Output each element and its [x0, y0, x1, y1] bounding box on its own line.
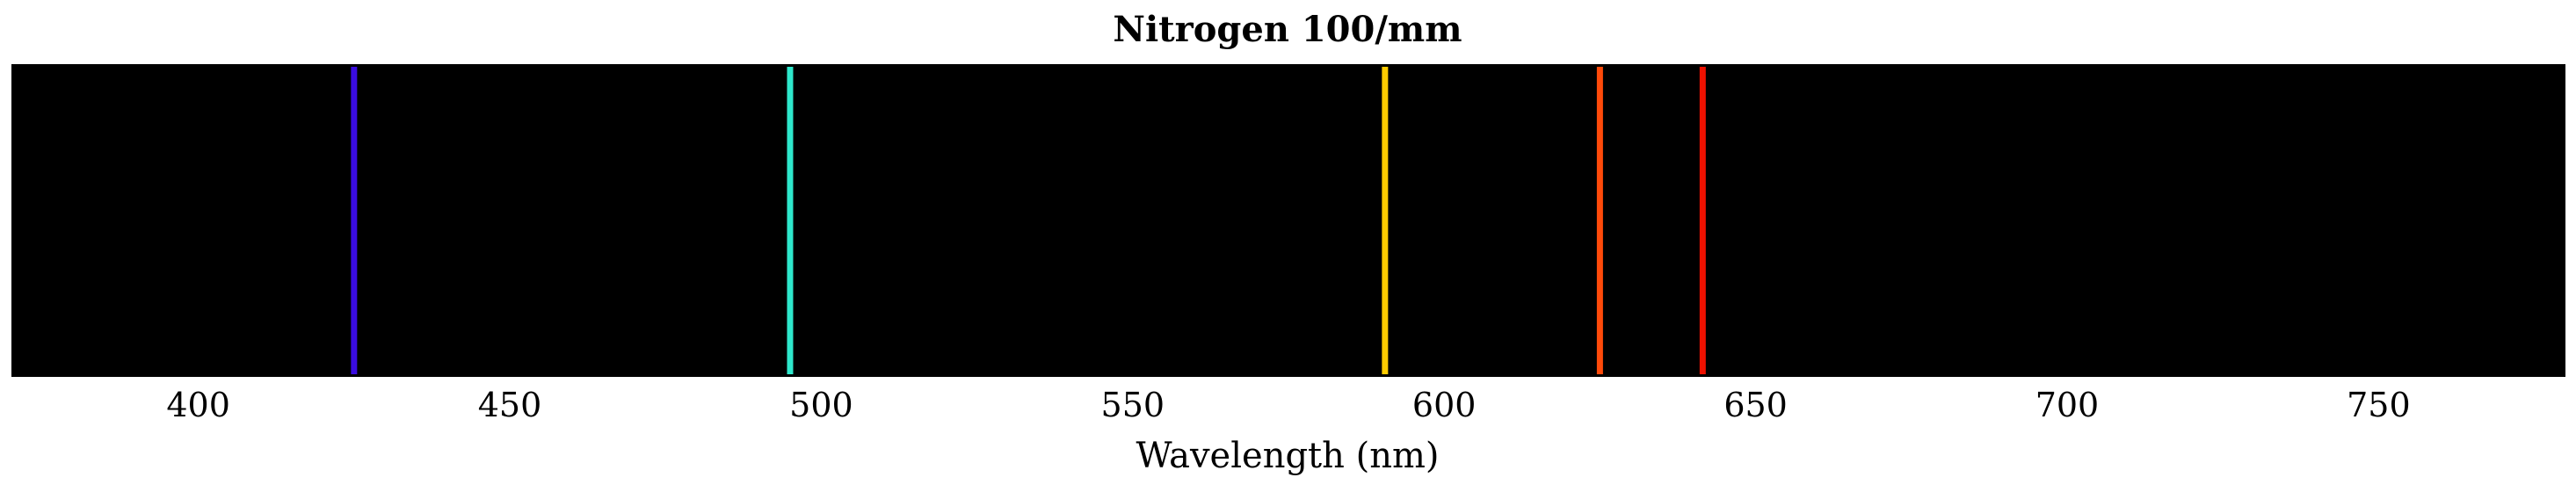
- x-axis-label: Wavelength (nm): [1136, 436, 1439, 476]
- x-tick-label: 400: [166, 386, 230, 424]
- x-tick-label: 600: [1412, 386, 1477, 424]
- chart-title: Nitrogen 100/mm: [1113, 9, 1462, 50]
- emission-line-625: [1596, 67, 1603, 374]
- x-tick-label: 500: [789, 386, 853, 424]
- x-axis-ticks: 400 450 500 550 600 650 700 750: [166, 386, 2410, 424]
- spectrum-plot-area: [11, 64, 2565, 377]
- x-tick-label: 700: [2035, 386, 2100, 424]
- emission-lines: [351, 67, 1706, 374]
- x-tick-label: 750: [2347, 386, 2411, 424]
- emission-line-425: [351, 67, 358, 374]
- x-tick-label: 550: [1101, 386, 1165, 424]
- emission-line-495: [787, 67, 794, 374]
- x-tick-label: 650: [1723, 386, 1788, 424]
- emission-line-641.5: [1699, 67, 1706, 374]
- emission-line-590.5: [1382, 67, 1389, 374]
- x-tick-label: 450: [478, 386, 542, 424]
